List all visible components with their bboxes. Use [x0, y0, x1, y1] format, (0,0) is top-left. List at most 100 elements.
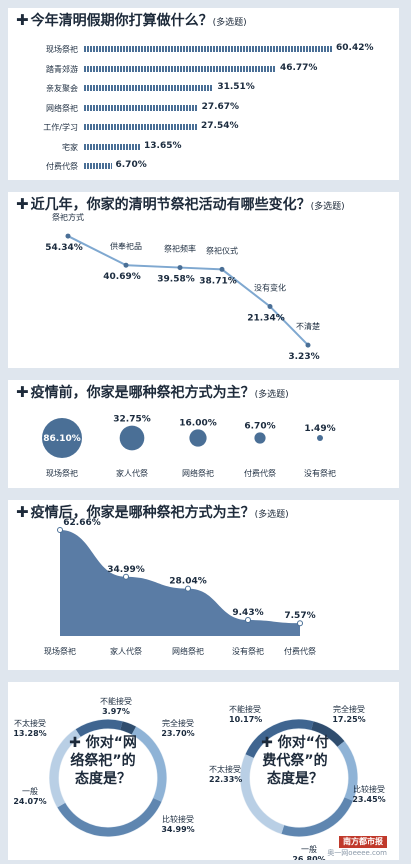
plus-icon: ✚: [16, 383, 29, 401]
line-value-label: 39.58%: [157, 275, 195, 285]
area-category-label: 没有祭祀: [232, 646, 264, 656]
bubble-category-label: 现场祭祀: [46, 468, 78, 478]
donut-category-label: 比较接受: [353, 784, 385, 794]
donut-value-label: 23.45%: [352, 795, 385, 804]
line-category-label: 供奉祀品: [110, 241, 142, 251]
line-point: [305, 342, 311, 348]
line-category-label: 没有变化: [254, 282, 286, 292]
donut-category-label: 一般: [22, 786, 38, 796]
line-point: [123, 262, 129, 268]
donut-value-label: 13.28%: [13, 729, 46, 738]
donut-question-paid: ✚ 你对“付 费代祭”的 态度是？: [261, 735, 329, 787]
donut-slice: [49, 729, 81, 808]
bubble-value-label: 1.49%: [304, 424, 335, 434]
area-value-label: 62.66%: [63, 518, 101, 528]
panel-after: ✚ 疫情后，你家是哪种祭祀方式为主？(多选题) 62.66% 现场祭祀 34.99% 家…: [8, 500, 399, 670]
line-point: [177, 265, 183, 271]
donut-category-label: 不太接受: [209, 764, 241, 774]
line-value-label: 54.34%: [45, 243, 83, 253]
line-category-label: 祭祀频率: [164, 244, 196, 254]
donut-slice: [131, 726, 167, 802]
bar-category-label: 付费代祭: [46, 162, 78, 171]
bubble-chart: 86.10% 现场祭祀 32.75% 家人代祭 16.00% 网络祭祀 6.70% 付费代祭 1…: [42, 415, 336, 478]
bar: [84, 104, 198, 111]
bubble: [42, 418, 82, 458]
line-chart: 祭祀方式 54.34% 供奉祀品 40.69% 祭祀频率 39.58% 祭祀仪式 38.71%…: [45, 212, 320, 362]
area-category-label: 网络祭祀: [172, 646, 204, 656]
bar-category-label: 踏青郊游: [46, 64, 78, 74]
bar-value-label: 6.70%: [115, 160, 147, 170]
donut-value-label: 17.25%: [332, 715, 365, 724]
donut-slice: [57, 797, 162, 837]
area-category-label: 现场祭祀: [44, 646, 76, 656]
donut-value-label: 24.07%: [13, 797, 46, 806]
panel-title: ✚ 疫情前，你家是哪种祭祀方式为主？(多选题): [16, 383, 289, 401]
line-value-label: 3.23%: [288, 352, 319, 362]
bubble-value-label: 6.70%: [244, 421, 275, 431]
bubble: [189, 429, 207, 447]
plus-icon: ✚: [16, 503, 29, 521]
bar-category-label: 网络祭祀: [46, 103, 78, 113]
donut-value-label: 10.17%: [229, 715, 262, 724]
panel-title: ✚ 疫情后，你家是哪种祭祀方式为主？(多选题): [16, 503, 289, 521]
donut-slice: [281, 797, 353, 837]
bubble: [119, 425, 145, 451]
bar: [84, 46, 332, 52]
area-value-label: 28.04%: [169, 577, 207, 587]
area-point: [57, 527, 63, 533]
newspaper-logo: 南方都市报: [339, 836, 387, 848]
panel-title: ✚ 今年清明假期你打算做什么？(多选题): [16, 11, 247, 29]
bubble-value-label: 86.10%: [43, 434, 81, 444]
area-category-label: 家人代祭: [110, 646, 142, 656]
panel-before: ✚ 疫情前，你家是哪种祭祀方式为主？(多选题) 86.10% 现场祭祀 32.75% 家…: [8, 380, 399, 488]
area-category-label: 付费代祭: [284, 646, 316, 656]
bar-category-label: 现场祭祀: [46, 45, 78, 54]
plus-icon: ✚: [16, 195, 29, 213]
bubble: [317, 435, 323, 441]
plus-icon: ✚: [16, 11, 29, 29]
area-point: [297, 620, 303, 627]
bar-value-label: 27.67%: [201, 101, 240, 112]
bubble-category-label: 付费代祭: [244, 468, 276, 478]
bar-value-label: 31.51%: [217, 82, 255, 92]
line-value-label: 21.34%: [247, 313, 285, 323]
bubble: [254, 432, 266, 444]
donut-category-label: 不能接受: [100, 696, 132, 706]
donut-value-label: 3.97%: [102, 707, 130, 716]
line-point: [219, 266, 225, 272]
area-value-label: 34.99%: [107, 565, 145, 575]
bar-value-label: 60.42%: [336, 43, 374, 53]
donut-category-label: 完全接受: [333, 704, 365, 714]
donut-category-label: 一般: [301, 844, 317, 854]
donut-value-label: 26.80%: [292, 855, 325, 860]
donut-slice: [120, 721, 137, 735]
donut-category-label: 不能接受: [229, 704, 261, 714]
donut-slice: [240, 754, 285, 834]
donut-slice: [311, 721, 345, 747]
bar-category-label: 工作/学习: [43, 123, 78, 132]
bar: [84, 143, 141, 150]
donut-slice: [337, 741, 358, 801]
donut-category-label: 比较接受: [162, 814, 194, 824]
site-label: 奥一网oeeee.com: [327, 849, 387, 857]
line-point: [65, 233, 71, 239]
bar: [84, 85, 214, 91]
bar-category-label: 亲友聚会: [46, 84, 78, 93]
bar-value-label: 46.77%: [279, 62, 318, 73]
donut-slice: [75, 719, 123, 737]
donut-category-label: 完全接受: [162, 718, 194, 728]
donut-slice: [245, 719, 314, 759]
donut-value-label: 22.33%: [209, 775, 242, 784]
line-category-label: 不清楚: [296, 321, 320, 331]
bar-category-label: 宅家: [62, 142, 78, 152]
bubble-category-label: 没有祭祀: [304, 468, 336, 478]
panel-title: ✚ 近几年，你家的清明节祭祀活动有哪些变化？(多选题): [16, 195, 345, 213]
area-fill: [60, 530, 300, 636]
bubble-value-label: 16.00%: [179, 418, 217, 428]
panel-attitudes: 不能接受 3.97% 完全接受 23.70% 比较接受 34.99% 一般 24.07% 不太接…: [8, 682, 399, 860]
area-chart: 62.66% 现场祭祀 34.99% 家人代祭 28.04% 网络祭祀 9.43% 没有祭祀 7…: [44, 518, 316, 656]
bar-value-label: 27.54%: [201, 121, 239, 131]
bar: [84, 163, 112, 169]
bubble-category-label: 家人代祭: [116, 468, 148, 478]
